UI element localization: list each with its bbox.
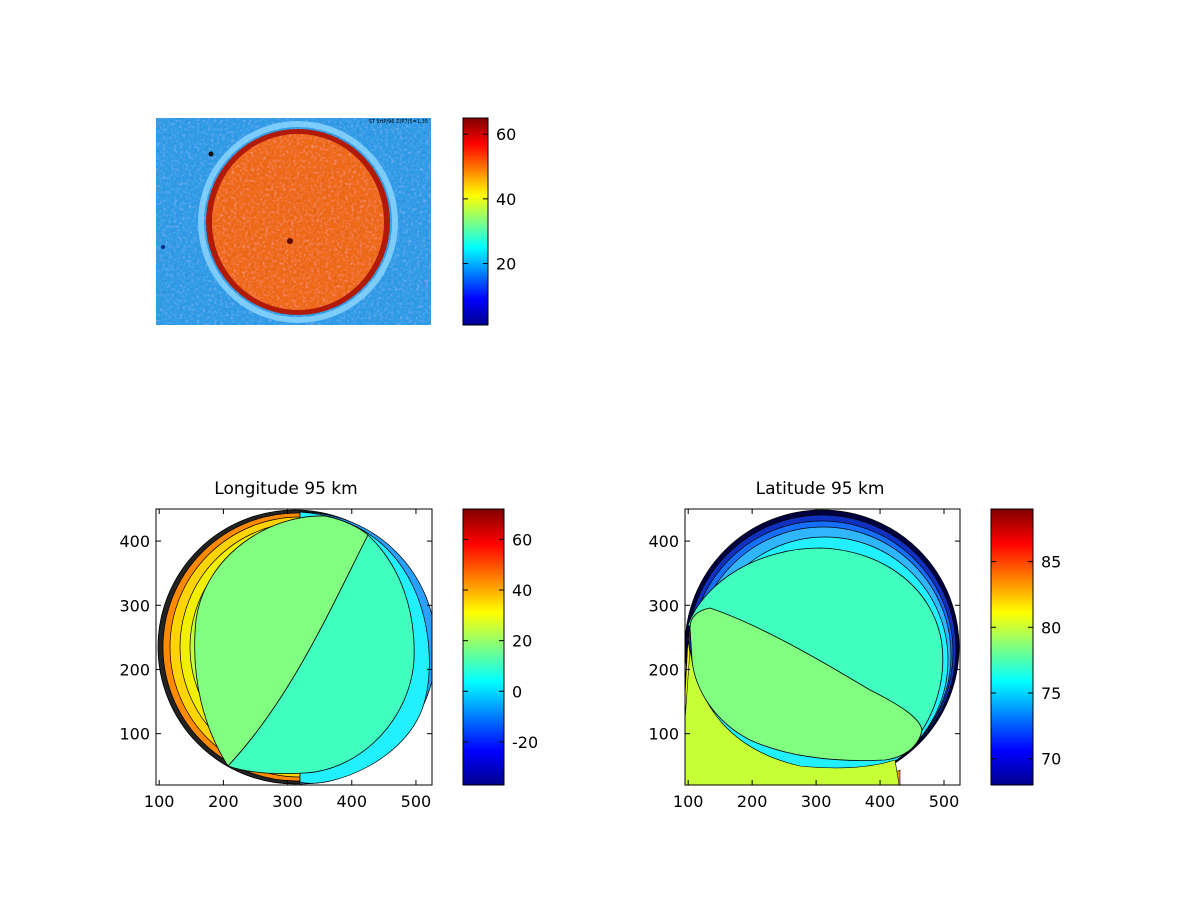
latitude-ytick-label: 400: [648, 532, 679, 551]
latitude-panel: Latitude 95 km 100 200 300 400 500 100 200 300 4…: [648, 479, 1061, 811]
image-colorbar-gradient: [462, 117, 489, 326]
longitude-title: Longitude 95 km: [214, 479, 357, 499]
longitude-xtick-label: 100: [144, 792, 175, 811]
latitude-ytick-label: 300: [648, 596, 679, 615]
latitude-xtick-label: 400: [865, 792, 896, 811]
latitude-ytick-label: 100: [648, 725, 679, 744]
longitude-ytick-label: 100: [119, 725, 150, 744]
colorbar-longitude: -20 0 20 40 60: [462, 508, 538, 786]
longitude-colorbar-tick-label: -20: [512, 733, 538, 752]
longitude-colorbar-tick-label: 0: [512, 682, 522, 701]
image-colorbar-tick-label: 40: [496, 190, 516, 209]
longitude-xtick-label: 200: [208, 792, 239, 811]
image-stamp: ST 5HP/96 Z(P7)5=1,35: [369, 119, 428, 125]
longitude-xtick-label: 500: [401, 792, 432, 811]
longitude-panel: Longitude 95 km 100 200 300 400 500100200300…: [119, 479, 538, 811]
longitude-axes-ticks: 100 200 300 400 500 100 200 300 400: [119, 509, 432, 811]
image-disk-texture: [212, 134, 384, 310]
latitude-colorbar-tick-label: 70: [1041, 750, 1061, 769]
latitude-xtick-label: 300: [801, 792, 832, 811]
image-colorbar-tick-label: 60: [496, 125, 516, 144]
latitude-colorbar-gradient: [990, 508, 1034, 786]
image-artifact: [287, 238, 293, 244]
image-halo: [198, 121, 398, 323]
longitude-ytick-label: 300: [119, 596, 150, 615]
longitude-colorbar-tick-label: 20: [512, 632, 532, 651]
image-artifact: [161, 245, 165, 249]
latitude-contours: [685, 509, 960, 785]
longitude-colorbar-tick-label: 60: [512, 530, 532, 549]
longitude-colorbar-gradient: [462, 508, 505, 786]
latitude-title: Latitude 95 km: [756, 479, 885, 499]
colorbar-latitude: 70 75 80 85: [990, 508, 1061, 786]
longitude-xtick-label: 300: [272, 792, 303, 811]
longitude-ytick-label: 200: [119, 660, 150, 679]
lat-region-green: [689, 607, 923, 761]
latitude-colorbar-tick-label: 85: [1041, 553, 1061, 572]
image-colorbar-tick-label: 20: [496, 255, 516, 274]
longitude-xtick-label: 400: [336, 792, 367, 811]
latitude-xtick-label: 500: [929, 792, 960, 811]
longitude-colorbar-tick-label: 40: [512, 581, 532, 600]
latitude-colorbar-tick-label: 80: [1041, 618, 1061, 637]
latitude-ytick-label: 200: [648, 660, 679, 679]
latitude-xtick-label: 100: [673, 792, 704, 811]
image-panel: ST 5HP/96 Z(P7)5=1,35 20 40 60: [156, 117, 516, 326]
latitude-axes-ticks: 100 200 300 400 500 100 200 300 400: [648, 509, 960, 811]
longitude-ytick-label: 400: [119, 532, 150, 551]
colorbar-image: 20 40 60: [462, 117, 516, 326]
latitude-axes-frame: [684, 508, 961, 786]
latitude-colorbar-tick-label: 75: [1041, 684, 1061, 703]
image-artifact: [208, 151, 214, 157]
lon-region-teal: [227, 534, 415, 775]
longitude-axes-frame: [155, 508, 433, 786]
latitude-xtick-label: 200: [737, 792, 768, 811]
longitude-contours: [157, 509, 432, 785]
